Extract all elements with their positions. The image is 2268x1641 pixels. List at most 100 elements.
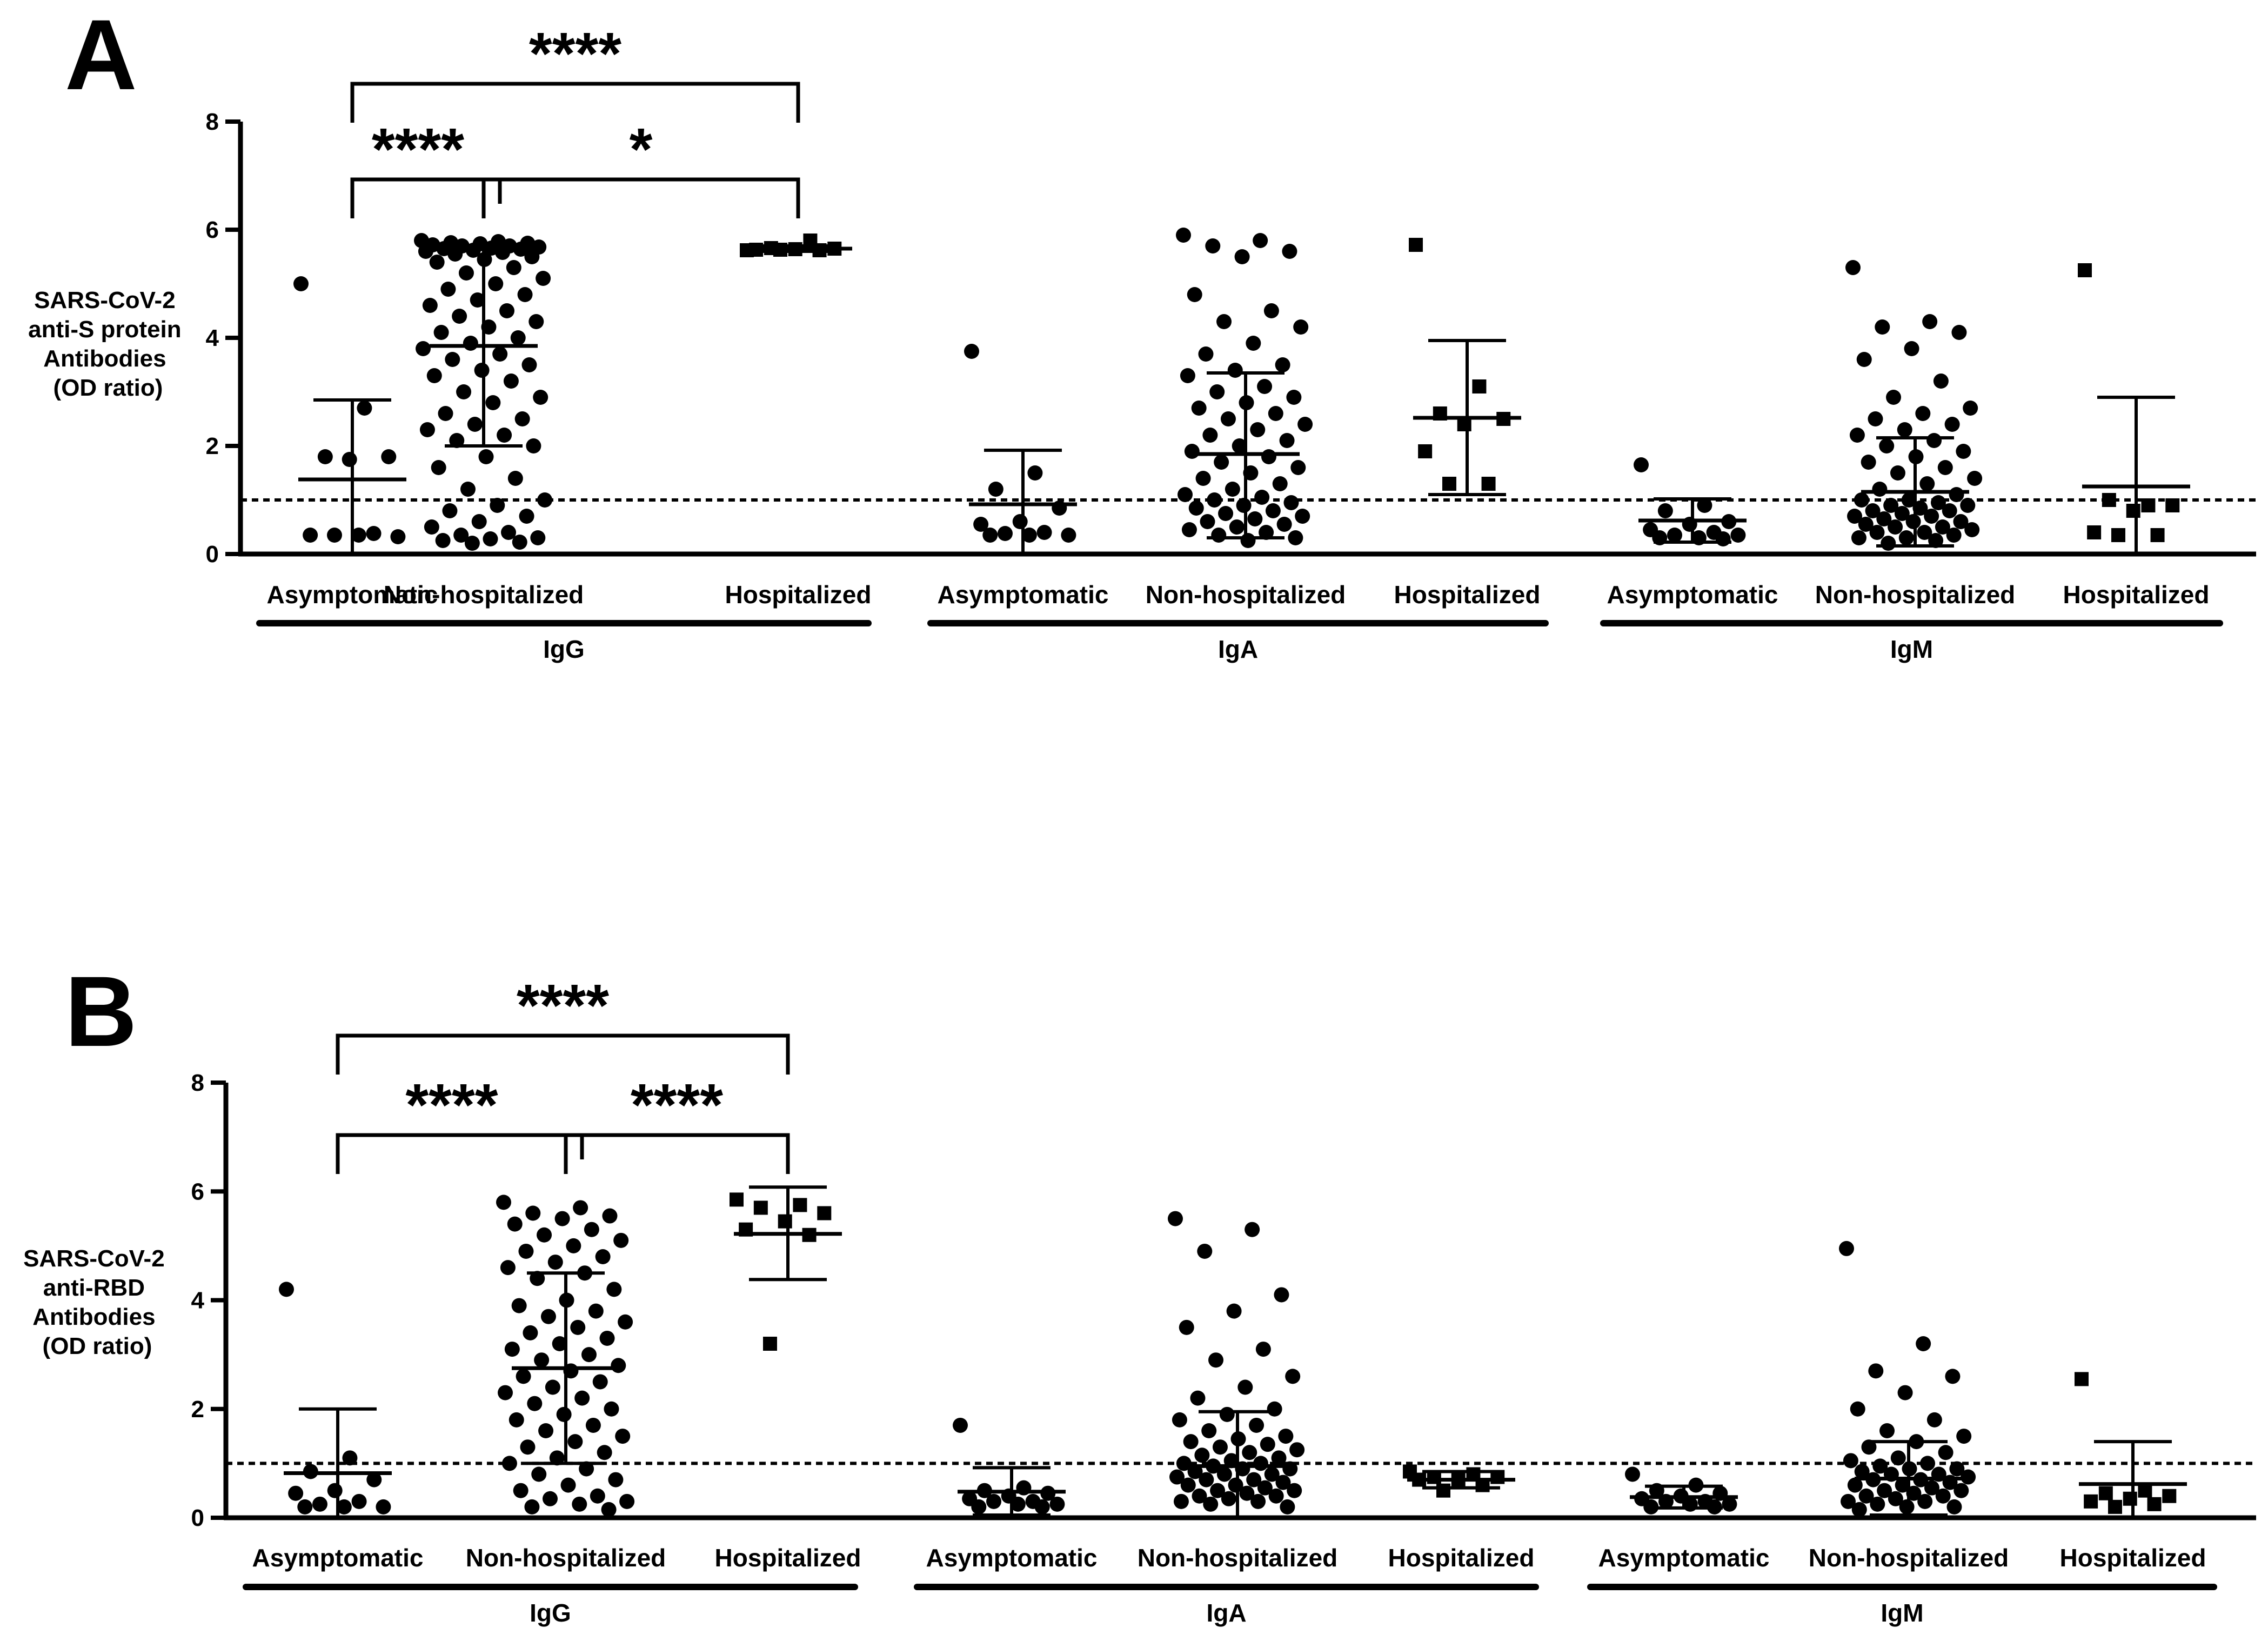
data-point [1845, 260, 1861, 275]
data-point [456, 384, 472, 399]
data-point-square [2102, 493, 2116, 507]
data-point [531, 1466, 547, 1482]
data-point [1868, 411, 1883, 426]
data-point [1202, 428, 1218, 443]
data-point [1198, 346, 1214, 362]
data-point [1922, 314, 1938, 329]
data-point-square [2078, 263, 2092, 277]
data-point [1236, 498, 1252, 513]
data-point [1935, 519, 1950, 535]
data-point [1730, 528, 1746, 543]
data-point [1894, 506, 1910, 521]
data-point [1247, 511, 1263, 526]
y-tick-label: 6 [206, 217, 219, 243]
data-point-square [1481, 477, 1496, 491]
data-point [351, 1493, 367, 1509]
data-point [514, 411, 530, 426]
data-point [1295, 509, 1310, 524]
data-point [1930, 495, 1946, 510]
data-point [611, 1358, 626, 1373]
data-point [419, 422, 435, 437]
data-point [1933, 373, 1949, 389]
data-point [1049, 1496, 1065, 1512]
data-point [982, 528, 998, 543]
data-point [560, 1477, 576, 1493]
data-point [509, 1412, 524, 1427]
data-point [1250, 422, 1266, 437]
data-point [458, 265, 474, 281]
data-point [1225, 482, 1240, 497]
y-tick-label: 6 [191, 1178, 204, 1205]
data-point-square [1442, 477, 1456, 491]
data-point [490, 498, 505, 513]
data-point [416, 341, 431, 356]
data-point [534, 1352, 550, 1368]
category-label: Non-hospitalized [384, 581, 584, 609]
data-point [1926, 1412, 1942, 1427]
data-point [1234, 249, 1250, 264]
data-point [1697, 498, 1712, 513]
data-point [1226, 1303, 1242, 1319]
data-point [537, 1227, 552, 1243]
data-point [1937, 460, 1953, 475]
data-point [1254, 490, 1270, 505]
data-point [366, 1472, 382, 1487]
category-label: Asymptomatic [252, 1544, 424, 1572]
data-point [1036, 525, 1052, 540]
panel-a: A SARS-CoV-2 anti-S protein Antibodies (… [28, 0, 2256, 663]
category-label: Asymptomatic [1607, 581, 1778, 609]
data-point [545, 1379, 560, 1395]
data-point [1888, 1491, 1903, 1506]
data-point [495, 245, 511, 260]
data-point [1920, 1456, 1936, 1471]
data-point [500, 1260, 516, 1276]
data-point [517, 287, 533, 302]
data-point [585, 1417, 601, 1433]
data-point [525, 1205, 541, 1221]
data-point [483, 531, 498, 546]
data-point [1285, 1369, 1301, 1384]
significance-bracket [481, 177, 800, 218]
y-axis-label-line: SARS-CoV-2 [34, 287, 176, 313]
data-point [498, 1385, 513, 1400]
data-point [1290, 460, 1306, 475]
data-point [1246, 1472, 1262, 1487]
data-point [1898, 530, 1914, 545]
data-point [556, 1406, 572, 1422]
data-point [1012, 514, 1028, 529]
data-point [528, 314, 544, 329]
data-point [1194, 1447, 1210, 1463]
data-point [438, 406, 453, 421]
data-point [1847, 509, 1863, 524]
data-point-square [2098, 1486, 2113, 1500]
data-point [1237, 1379, 1253, 1395]
data-point [1879, 1423, 1895, 1438]
data-point [601, 1502, 617, 1517]
category-label: Hospitalized [1388, 1544, 1535, 1572]
data-point [572, 1496, 587, 1512]
data-point-square [2111, 528, 2125, 542]
data-point-square [817, 1206, 832, 1220]
data-point [1250, 1493, 1266, 1509]
data-point [1917, 1493, 1933, 1509]
data-point [342, 1450, 358, 1466]
data-point [1897, 1385, 1913, 1400]
data-point [1195, 471, 1211, 486]
category-label: Non-hospitalized [1815, 581, 2016, 609]
data-point [1960, 498, 1976, 513]
data-point [1883, 498, 1899, 513]
data-point [527, 1396, 543, 1411]
data-point [606, 1282, 622, 1297]
data-point [540, 1309, 556, 1324]
data-point [1847, 1477, 1863, 1493]
data-point [1967, 471, 1983, 486]
data-point [453, 528, 469, 543]
data-point [1242, 1445, 1257, 1460]
data-point [1956, 444, 1971, 459]
data-point [615, 1429, 631, 1444]
data-point [1267, 1401, 1282, 1417]
significance-label: **** [372, 116, 464, 183]
group-label: IgG [530, 1599, 571, 1627]
data-point [326, 528, 342, 543]
